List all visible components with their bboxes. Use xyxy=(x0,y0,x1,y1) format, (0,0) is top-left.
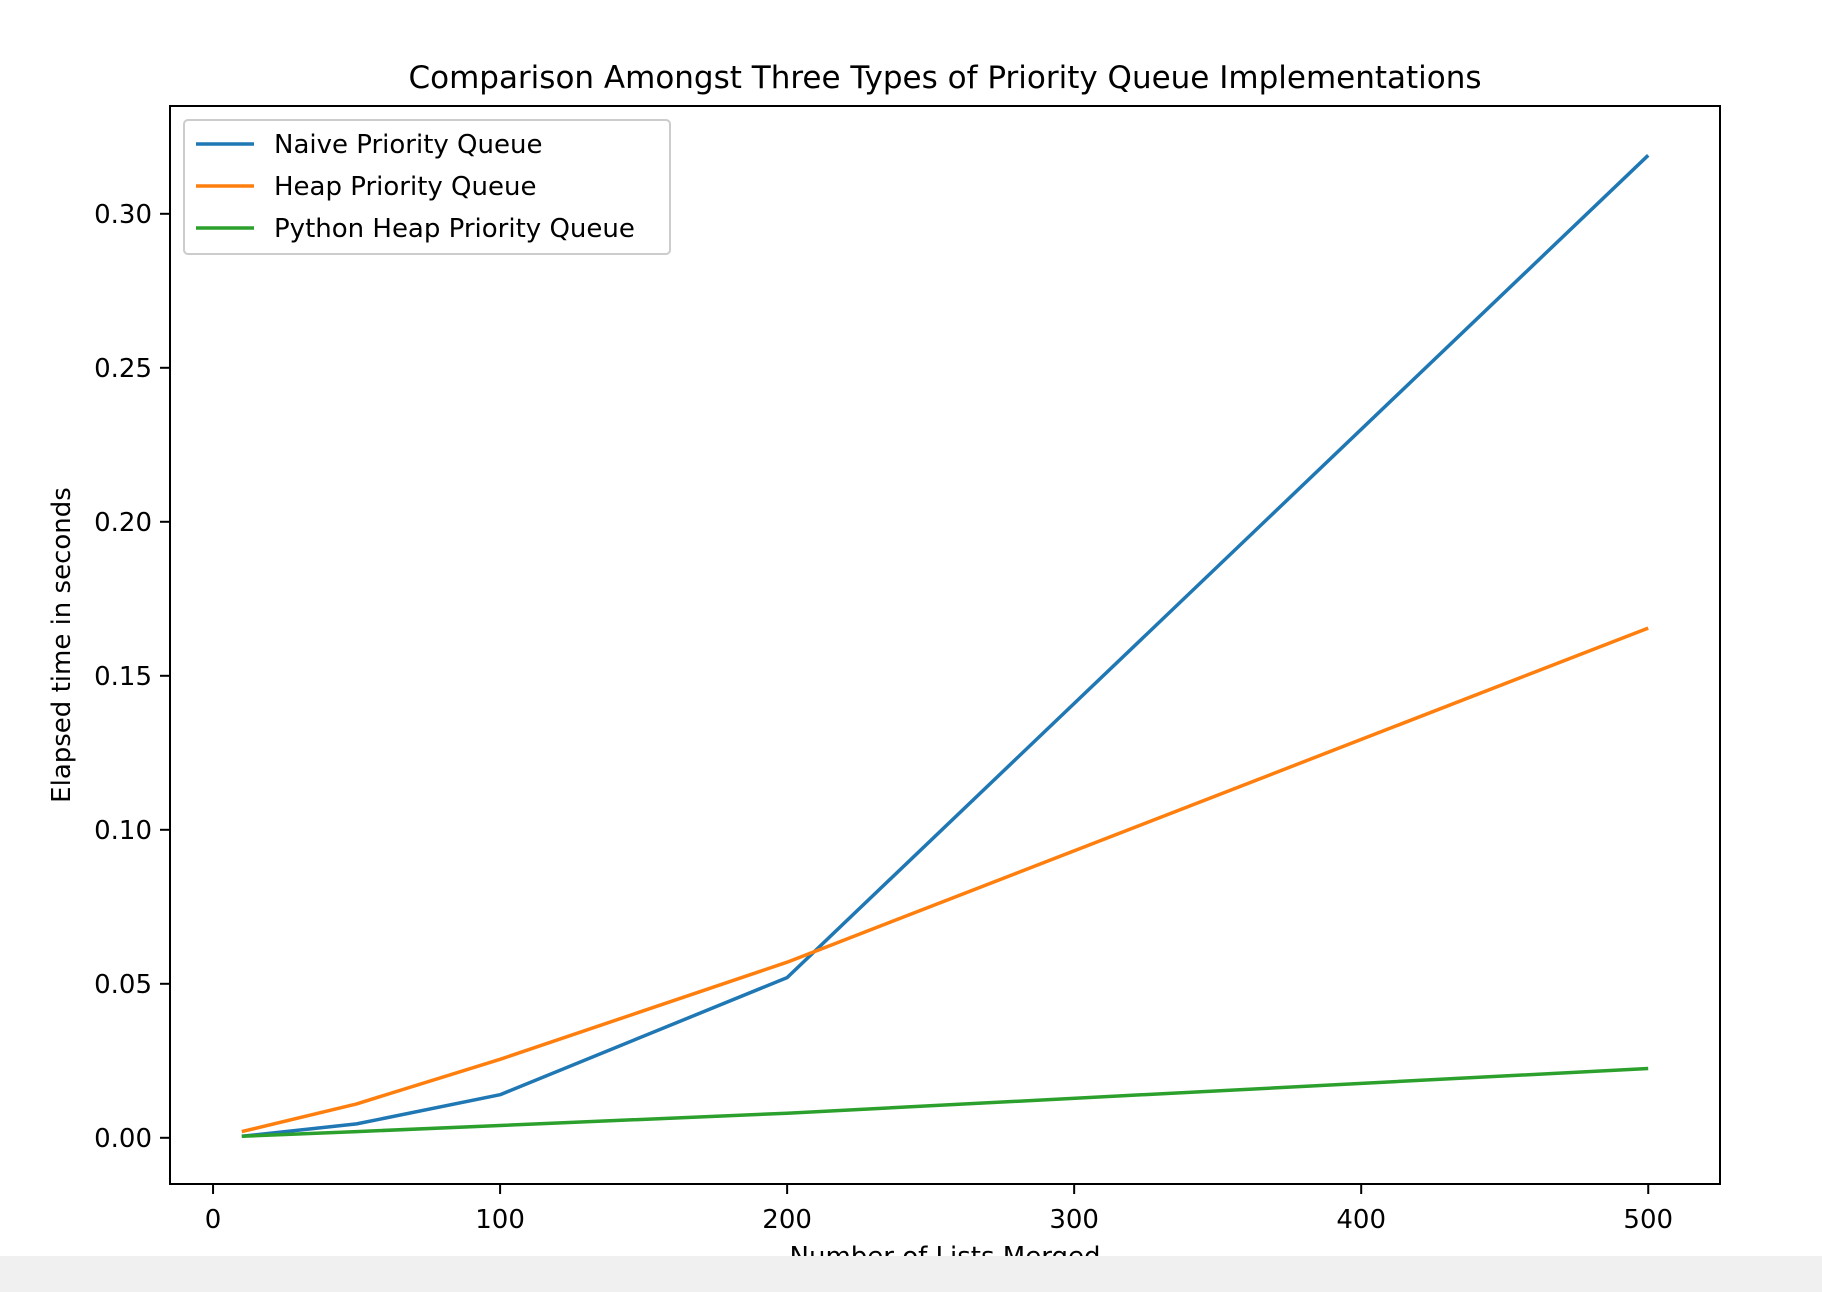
y-tick-label: 0.10 xyxy=(94,816,152,846)
y-tick-label: 0.25 xyxy=(94,354,152,384)
series-line xyxy=(241,1066,1649,1139)
y-tick-label: 0.15 xyxy=(94,662,152,692)
x-tick-label: 500 xyxy=(1623,1205,1673,1235)
y-tick-label: 0.30 xyxy=(94,200,152,230)
legend-label: Heap Priority Queue xyxy=(274,172,536,202)
x-tick-label: 300 xyxy=(1049,1205,1099,1235)
y-tick-label: 0.00 xyxy=(94,1124,152,1154)
series-lines xyxy=(241,154,1650,1139)
x-axis: 0 100 200 300 400 500 xyxy=(205,1184,1673,1235)
chart-title: Comparison Amongst Three Types of Priori… xyxy=(408,60,1481,96)
legend: Naive Priority Queue Heap Priority Queue P… xyxy=(183,119,671,255)
x-tick-label: 200 xyxy=(762,1205,812,1235)
plot-frame xyxy=(169,105,1721,1185)
series-line xyxy=(241,626,1649,1134)
legend-frame xyxy=(183,119,671,255)
x-tick-label: 100 xyxy=(475,1205,525,1235)
legend-items: Naive Priority Queue Heap Priority Queue P… xyxy=(196,130,635,244)
legend-label: Naive Priority Queue xyxy=(274,130,542,160)
x-tick-label: 0 xyxy=(205,1205,222,1235)
y-tick-label: 0.20 xyxy=(94,508,152,538)
y-axis: 0.00 0.05 0.10 0.15 0.20 0.25 0.30 xyxy=(94,200,170,1154)
legend-label: Python Heap Priority Queue xyxy=(274,214,635,244)
y-axis-label: Elapsed time in seconds xyxy=(47,487,77,803)
window-bottom-strip xyxy=(0,1256,1822,1292)
plot-area: 0 100 200 300 400 500 0.00 0.05 0.10 0.15 0.20 0.2… xyxy=(94,105,1721,1235)
y-tick-label: 0.05 xyxy=(94,970,152,1000)
x-tick-label: 400 xyxy=(1336,1205,1386,1235)
series-line xyxy=(241,154,1650,1139)
